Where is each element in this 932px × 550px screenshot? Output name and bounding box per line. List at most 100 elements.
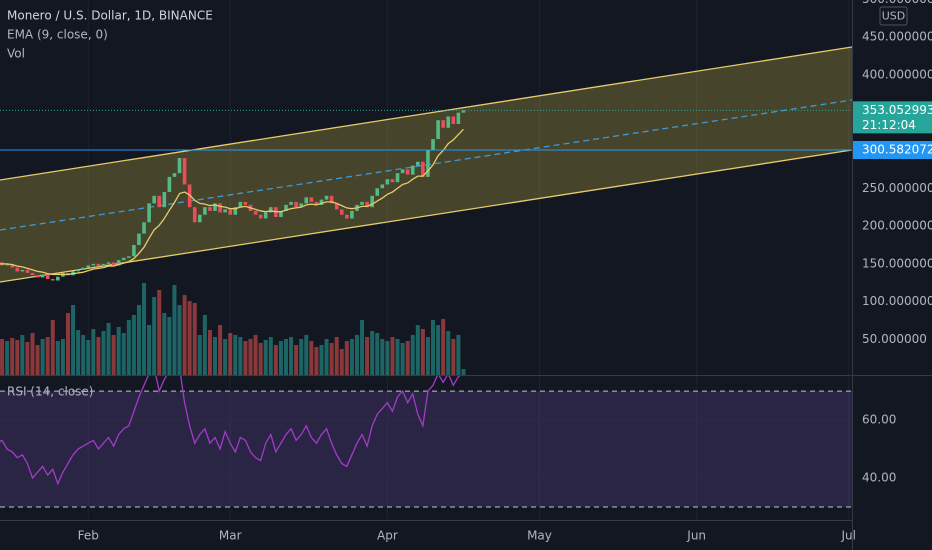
candle	[314, 201, 319, 205]
volume-bar	[370, 331, 375, 375]
candle	[223, 209, 227, 213]
candle	[15, 267, 20, 272]
volume-bar	[121, 333, 126, 375]
currency-box[interactable]	[879, 6, 908, 26]
candle	[436, 120, 440, 140]
rsi-tick-label: 40.00	[862, 470, 896, 484]
volume-bar	[319, 345, 324, 375]
volume-bar	[258, 343, 263, 375]
channel-upper	[0, 46, 852, 181]
candle	[10, 263, 15, 268]
candle	[20, 269, 25, 272]
volume-bar	[344, 341, 349, 375]
x-tick-label: Apr	[377, 529, 398, 543]
candle	[157, 195, 162, 208]
currency[interactable]: USD	[882, 10, 906, 23]
candle	[410, 165, 415, 175]
last-price-badge	[853, 101, 932, 134]
volume-bar	[15, 340, 20, 375]
volume-bar	[0, 339, 5, 375]
candle	[324, 195, 329, 200]
candle	[228, 209, 233, 215]
y-tick-label: 200.000000	[862, 219, 932, 233]
volume-bar	[116, 327, 121, 375]
volume-bar	[45, 337, 50, 375]
volume-bar	[65, 313, 70, 375]
volume-bar	[167, 317, 172, 375]
candle	[132, 244, 136, 257]
candle	[345, 214, 349, 219]
volume-bar	[55, 341, 60, 375]
candle	[284, 204, 288, 211]
y-tick-label: 50.000000	[862, 332, 927, 346]
candle	[365, 201, 369, 208]
candle	[279, 210, 283, 217]
volume-bar	[420, 329, 425, 375]
volume-bar	[60, 339, 65, 375]
volume-bar	[329, 343, 334, 375]
candle	[192, 207, 197, 223]
candle	[416, 161, 420, 166]
ema-label: EMA (9, close, 0)	[7, 28, 108, 42]
candle	[395, 173, 400, 183]
y-tick-label: 400.000000	[862, 67, 932, 81]
candle	[431, 139, 435, 151]
y-tick-label: 150.000000	[862, 256, 932, 270]
volume-bar	[380, 339, 385, 375]
volume-bar	[101, 331, 106, 375]
volume-bar	[253, 335, 258, 375]
volume-bar	[415, 325, 420, 375]
candle	[182, 158, 187, 185]
volume-bar	[76, 330, 81, 375]
volume-bar	[248, 339, 253, 375]
candle	[370, 195, 374, 208]
volume-bar	[177, 305, 182, 375]
volume-bar	[202, 315, 207, 375]
candle	[167, 176, 172, 193]
candle	[30, 272, 35, 276]
volume-bar	[299, 339, 304, 375]
volume-bar	[233, 335, 238, 375]
rsi-line	[0, 376, 461, 486]
candle	[101, 263, 106, 267]
volume-bar	[451, 339, 456, 375]
volume-bar	[400, 343, 405, 375]
rsi-tick-label: 60.00	[862, 413, 896, 427]
rsi-label: RSI (14, close)	[7, 385, 93, 399]
volume-bar	[278, 341, 283, 375]
volume-bar	[10, 338, 15, 375]
candle	[218, 203, 222, 213]
volume-bar	[218, 325, 223, 375]
candle	[441, 120, 445, 128]
volume-bar	[81, 335, 86, 375]
volume-bar	[273, 345, 278, 375]
volume-bar	[360, 320, 365, 375]
candle	[76, 269, 80, 272]
candle	[40, 274, 45, 278]
y-tick-label: 450.000000	[862, 30, 932, 44]
volume-bar	[162, 313, 167, 375]
volume-bar	[339, 349, 344, 375]
y-tick-label: 500.000000	[862, 0, 932, 6]
candle	[405, 169, 410, 175]
volume-bar	[142, 283, 147, 375]
ema-line	[0, 128, 464, 276]
volume-bar	[30, 333, 35, 375]
volume-bar	[385, 341, 390, 375]
volume-bar	[309, 341, 314, 375]
volume-bar	[410, 335, 415, 375]
volume-bar	[456, 335, 461, 375]
volume-bar	[35, 345, 40, 375]
volume-bar	[263, 340, 268, 375]
volume-bar	[294, 345, 299, 375]
volume-bar	[314, 347, 319, 375]
volume-bar	[375, 333, 380, 375]
volume-bar	[147, 325, 152, 375]
volume-bar	[71, 305, 76, 375]
volume-bar	[20, 335, 25, 375]
candle	[233, 207, 238, 215]
volume-bar	[91, 329, 96, 375]
candle	[137, 233, 141, 245]
